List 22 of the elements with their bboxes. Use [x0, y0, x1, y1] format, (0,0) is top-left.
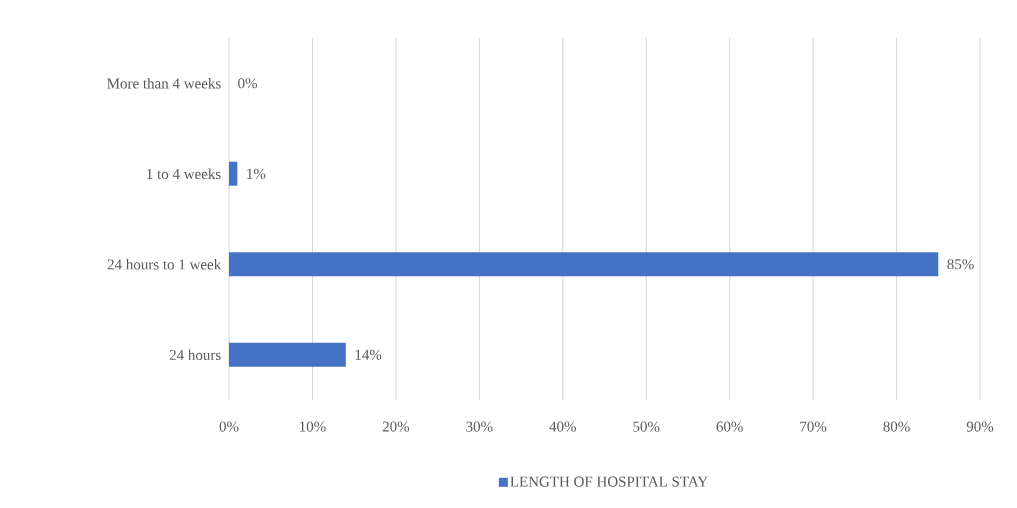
x-tick-label: 50% — [633, 421, 660, 432]
data-label: 14% — [355, 349, 382, 360]
x-tick-label: 70% — [800, 421, 827, 432]
bar — [229, 252, 939, 277]
y-tick-label: 24 hours — [169, 349, 221, 361]
x-tick-label: 40% — [549, 421, 577, 432]
x-tick-label: 10% — [300, 421, 326, 432]
data-label: 1% — [247, 168, 266, 179]
x-tick-label: 80% — [883, 421, 910, 432]
y-tick-label: 1 to 4 weeks — [147, 168, 221, 180]
x-tick-label: 90% — [966, 421, 994, 432]
y-tick-label: 24 hours to 1 week — [107, 258, 222, 270]
legend-label: LENGTH OF HOSPITAL STAY — [510, 476, 708, 487]
bar — [229, 161, 238, 186]
bar — [229, 342, 346, 367]
data-label: 0% — [238, 78, 258, 89]
x-tick-label: 0% — [219, 421, 239, 432]
y-tick-label: More than 4 weeks — [107, 77, 221, 89]
x-tick-label: 60% — [716, 421, 743, 432]
x-tick-label: 30% — [466, 421, 493, 432]
data-label: 85% — [947, 259, 974, 270]
x-tick-label: 20% — [382, 421, 410, 432]
